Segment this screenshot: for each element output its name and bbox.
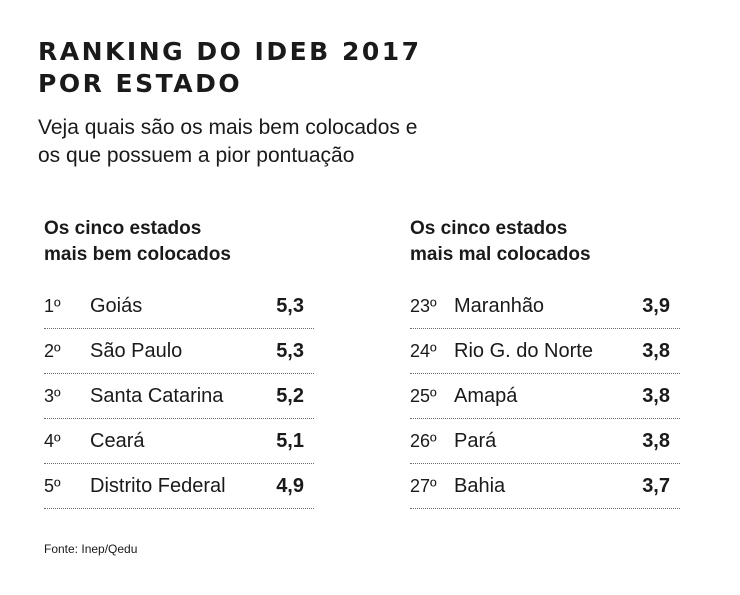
rank-cell: 5º: [44, 476, 61, 496]
score-cell: 5,2: [276, 385, 304, 407]
chart-subtitle-line-2: os que possuem a pior pontuação: [38, 144, 355, 167]
table-row: 26º Pará 3,8: [410, 419, 680, 464]
bottom-states-heading-line-1: Os cinco estados: [410, 218, 568, 239]
table-row: 3º Santa Catarina 5,2: [44, 374, 314, 419]
state-name-cell: Bahia: [454, 475, 506, 497]
rank-cell: 24º: [410, 341, 437, 361]
top-states-heading: Os cinco estados mais bem colocados: [44, 216, 314, 268]
table-row: 2º São Paulo 5,3: [44, 329, 314, 374]
bottom-states-table: Os cinco estados mais mal colocados 23º M…: [410, 216, 680, 509]
state-name-cell: Distrito Federal: [90, 475, 226, 497]
state-name-cell: Amapá: [454, 385, 518, 407]
top-states-heading-line-2: mais bem colocados: [44, 244, 231, 265]
bottom-states-heading: Os cinco estados mais mal colocados: [410, 216, 680, 268]
table-row: 27º Bahia 3,7: [410, 464, 680, 509]
rank-cell: 2º: [44, 341, 61, 361]
top-states-table: Os cinco estados mais bem colocados 1º Go…: [44, 216, 314, 509]
rank-cell: 1º: [44, 296, 61, 316]
source-note: Fonte: Inep/Qedu: [44, 542, 138, 556]
chart-title-line-2: POR ESTADO: [38, 69, 243, 98]
table-row: 24º Rio G. do Norte 3,8: [410, 329, 680, 374]
score-cell: 5,3: [276, 340, 304, 362]
bottom-states-rows: 23º Maranhão 3,9 24º Rio G. do Norte 3,8 25º Am…: [410, 284, 680, 509]
rank-cell: 26º: [410, 431, 437, 451]
score-cell: 3,7: [642, 475, 670, 497]
state-name-cell: Rio G. do Norte: [454, 340, 593, 362]
chart-title-line-1: RANKING DO IDEB 2017: [38, 37, 422, 66]
top-states-heading-line-1: Os cinco estados: [44, 218, 202, 239]
state-name-cell: Santa Catarina: [90, 385, 224, 407]
table-row: 1º Goiás 5,3: [44, 284, 314, 329]
table-row: 5º Distrito Federal 4,9: [44, 464, 314, 509]
table-row: 25º Amapá 3,8: [410, 374, 680, 419]
table-row: 4º Ceará 5,1: [44, 419, 314, 464]
rank-cell: 25º: [410, 386, 437, 406]
score-cell: 4,9: [276, 475, 304, 497]
score-cell: 5,3: [276, 295, 304, 317]
score-cell: 3,8: [642, 340, 670, 362]
score-cell: 3,9: [642, 295, 670, 317]
rank-cell: 27º: [410, 476, 437, 496]
chart-subtitle: Veja quais são os mais bem colocados e o…: [38, 114, 417, 170]
score-cell: 3,8: [642, 430, 670, 452]
state-name-cell: Maranhão: [454, 295, 545, 317]
bottom-states-heading-line-2: mais mal colocados: [410, 244, 591, 265]
state-name-cell: Goiás: [90, 295, 143, 317]
score-cell: 5,1: [276, 430, 304, 452]
rank-cell: 4º: [44, 431, 61, 451]
rank-cell: 23º: [410, 296, 437, 316]
chart-subtitle-line-1: Veja quais são os mais bem colocados e: [38, 116, 418, 139]
table-row: 23º Maranhão 3,9: [410, 284, 680, 329]
state-name-cell: Pará: [454, 430, 497, 452]
state-name-cell: São Paulo: [90, 340, 183, 362]
state-name-cell: Ceará: [90, 430, 145, 452]
top-states-rows: 1º Goiás 5,3 2º São Paulo 5,3 3º Santa Catarina…: [44, 284, 314, 509]
rank-cell: 3º: [44, 386, 61, 406]
score-cell: 3,8: [642, 385, 670, 407]
chart-title: RANKING DO IDEB 2017 POR ESTADO: [38, 36, 422, 100]
